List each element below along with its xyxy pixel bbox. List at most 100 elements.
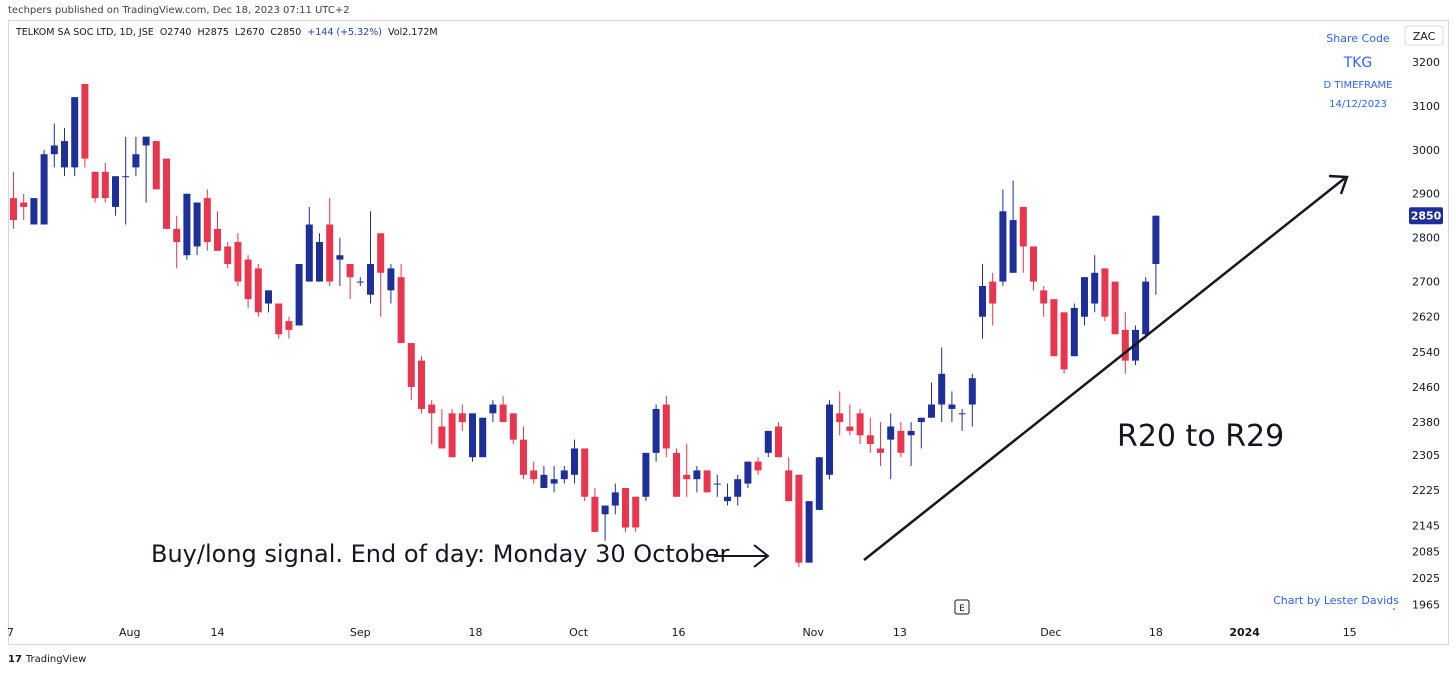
candle: [163, 158, 170, 229]
last-price-value: 2850: [1411, 210, 1442, 223]
candle-body: [193, 202, 201, 247]
currency-button[interactable]: [1404, 25, 1444, 46]
candle-body: [377, 233, 385, 273]
events-icon[interactable]: [954, 599, 970, 615]
x-tick-label: 16: [672, 626, 686, 639]
candle-body: [234, 242, 242, 282]
candle: [316, 233, 323, 282]
candle-body: [795, 474, 803, 563]
candle-body: [968, 378, 976, 405]
candle: [1121, 312, 1129, 374]
candle: [40, 149, 48, 225]
target-annotation: R20 to R29: [1117, 419, 1284, 454]
candle: [805, 501, 813, 563]
candle: [622, 487, 629, 532]
candle: [224, 242, 232, 269]
candle: [520, 426, 527, 480]
candle-body: [265, 290, 272, 304]
tradingview-footer[interactable]: 𝟭𝟳 TradingView: [8, 654, 86, 665]
candle: [397, 264, 405, 344]
candle: [336, 237, 344, 286]
candle: [795, 474, 803, 568]
candle: [285, 316, 293, 339]
candle: [71, 97, 79, 177]
y-tick-label: 2540: [1412, 346, 1440, 359]
y-tick-label: 2620: [1412, 311, 1440, 324]
candle-body: [295, 264, 303, 326]
candle: [183, 193, 191, 260]
candle: [703, 470, 711, 493]
candle-body: [571, 448, 578, 475]
candle-body: [1081, 277, 1088, 317]
candle: [632, 496, 640, 532]
candle: [387, 264, 395, 304]
candle: [214, 211, 221, 251]
candle: [907, 422, 915, 467]
candle-body: [214, 228, 221, 251]
signal-arrow-head: [753, 544, 770, 568]
credit-dot: [1393, 608, 1395, 610]
candle: [877, 422, 884, 467]
y-tick-label: 2460: [1412, 381, 1440, 394]
candle-body: [928, 404, 935, 418]
currency-label: ZAC: [1413, 30, 1436, 43]
candle: [734, 474, 742, 506]
x-tick-label: Nov: [802, 626, 824, 639]
candle: [1019, 206, 1027, 273]
footer-brand: TradingView: [25, 654, 87, 665]
candle-body: [713, 483, 721, 485]
candle: [448, 408, 456, 458]
symbol-name[interactable]: TELKOM SA SOC LTD, 1D, JSE: [16, 27, 154, 38]
candle: [999, 189, 1007, 286]
candle-body: [673, 452, 680, 497]
candle-body: [1060, 312, 1068, 370]
candle-body: [275, 303, 283, 335]
target-arrow-head: [1328, 174, 1349, 195]
candle-body: [163, 158, 170, 229]
candle-body: [1121, 329, 1129, 361]
candle-body: [979, 285, 986, 317]
x-tick-label: Dec: [1040, 626, 1061, 639]
candle-body: [203, 198, 211, 243]
candle-body: [856, 413, 864, 436]
last-price-tag: [1409, 207, 1443, 225]
candle-body: [30, 198, 38, 225]
candle: [305, 206, 313, 282]
candle-body: [999, 211, 1007, 282]
candle: [601, 505, 609, 541]
candle: [1040, 285, 1048, 317]
candle-body: [10, 198, 17, 221]
candle: [1111, 281, 1119, 335]
candle-body: [458, 413, 466, 423]
candle: [469, 413, 476, 462]
candle: [234, 233, 242, 286]
x-tick-label: Sep: [350, 626, 371, 639]
candle-body: [642, 452, 650, 497]
x-tick-label: 14: [211, 626, 225, 639]
y-tick-label: 2145: [1412, 519, 1440, 532]
candle-body: [764, 430, 772, 453]
candle: [754, 457, 762, 475]
candle-body: [652, 408, 660, 453]
candle-body: [285, 321, 293, 330]
candle: [673, 448, 680, 497]
candle-body: [877, 448, 884, 453]
candle: [550, 466, 558, 493]
candle-body: [489, 404, 497, 414]
candle-body: [1152, 215, 1160, 265]
candle-body: [754, 461, 762, 471]
candle-body: [346, 264, 354, 278]
candle-body: [815, 457, 823, 510]
candle: [458, 404, 466, 431]
y-tick-label: 3100: [1412, 100, 1440, 113]
candle-body: [428, 404, 436, 414]
candle: [295, 264, 303, 326]
candle: [989, 272, 997, 326]
tradingview-logo-icon: 𝟭𝟳: [8, 654, 22, 665]
candle-body: [316, 242, 323, 282]
candle: [367, 211, 374, 304]
candle-body: [744, 461, 752, 484]
candle: [101, 163, 109, 203]
candle: [407, 343, 415, 401]
